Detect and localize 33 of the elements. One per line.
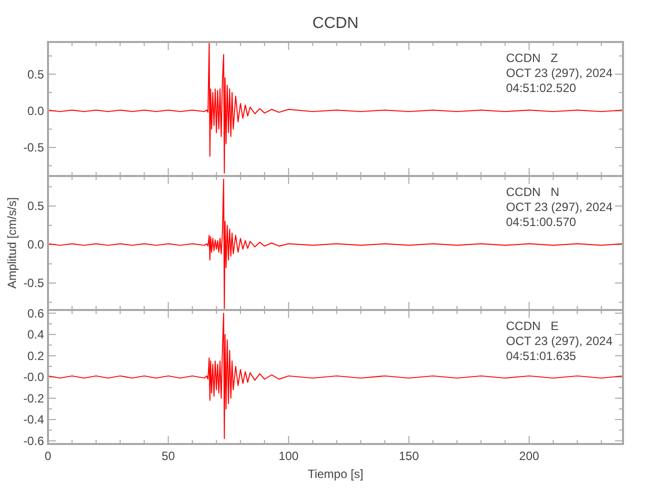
annotation: 04:51:01.635 (506, 349, 576, 363)
x-tick-label: 0 (44, 449, 52, 463)
y-tick-label: -0.5 (23, 140, 44, 155)
x-axis-title: Tiempo [s] (308, 467, 364, 481)
line-series (48, 178, 624, 309)
y-tick-label: -0.4 (23, 412, 44, 427)
annotation: OCT 23 (297), 2024 (506, 200, 613, 214)
y-tick-label: -0.0 (23, 370, 44, 384)
annotation: OCT 23 (297), 2024 (506, 334, 613, 348)
y-tick-label: 0.0 (27, 104, 44, 118)
y-tick-label: 0.2 (27, 348, 44, 363)
y-axis-title: Amplitud [cm/s/s] (5, 197, 19, 289)
y-tick-label: 0.6 (27, 306, 44, 320)
y-tick-label: 0.4 (27, 328, 44, 342)
x-tick-label: 150 (398, 449, 420, 463)
line-series (48, 42, 624, 174)
annotation: 04:51:02.520 (506, 81, 576, 95)
y-tick-label: 0.5 (27, 67, 44, 82)
x-tick-label: 200 (519, 449, 540, 463)
line-series (48, 312, 624, 440)
y-tick-label: -0.2 (23, 391, 44, 406)
annotation: CCDN E (506, 319, 559, 333)
annotation: OCT 23 (297), 2024 (506, 66, 613, 80)
x-tick-label: 50 (162, 449, 176, 463)
y-tick-label: -0.6 (23, 434, 44, 448)
y-tick-label: 0.5 (27, 199, 44, 214)
y-tick-label: 0.0 (27, 238, 44, 252)
y-tick-label: -0.5 (23, 276, 44, 290)
chart-title: CCDN (312, 15, 359, 32)
annotation: 04:51:00.570 (506, 215, 576, 229)
annotation: CCDN N (506, 185, 560, 199)
annotation: CCDN Z (506, 51, 558, 65)
x-tick-label: 100 (278, 449, 299, 463)
